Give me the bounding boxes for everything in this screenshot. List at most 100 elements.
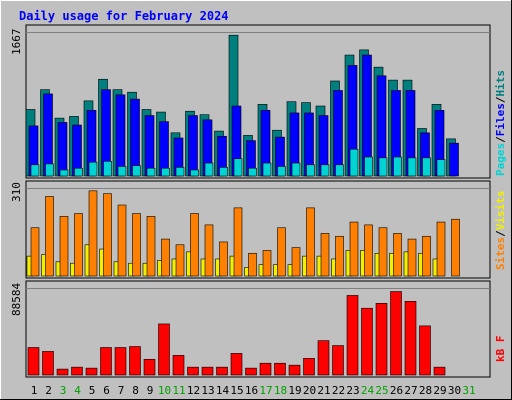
bar-sites-day-19 xyxy=(291,247,301,277)
svg-text:kB F: kB F xyxy=(494,336,507,363)
legend-pages: Pages xyxy=(494,143,507,176)
x-label-day-29: 29 xyxy=(433,384,446,397)
bar-pages-day-4 xyxy=(74,167,83,177)
bar-pages-day-24 xyxy=(364,156,373,177)
legend-visits: Visits xyxy=(494,191,507,231)
bar-pages-day-16 xyxy=(248,167,257,177)
x-label-day-25: 25 xyxy=(375,384,388,397)
x-label-day-19: 19 xyxy=(288,384,301,397)
y-max-label-top: 1667 xyxy=(10,29,23,56)
bar-kbytes-day-13 xyxy=(201,366,214,376)
legend-sites: Sites xyxy=(494,237,507,270)
bar-kbytes-day-26 xyxy=(390,291,402,376)
bar-kbytes-day-2 xyxy=(42,351,54,376)
x-label-day-26: 26 xyxy=(390,384,403,397)
x-label-day-13: 13 xyxy=(201,384,214,397)
bar-files-day-22 xyxy=(333,90,343,177)
bar-pages-day-7 xyxy=(117,166,127,177)
bar-pages-day-11 xyxy=(175,167,185,177)
bar-pages-day-23 xyxy=(349,148,359,177)
bar-sites-day-1 xyxy=(30,227,40,277)
x-label-day-4: 4 xyxy=(74,384,81,397)
x-label-day-8: 8 xyxy=(132,384,139,397)
bar-pages-day-15 xyxy=(233,158,243,177)
bar-files-day-9 xyxy=(144,115,155,177)
x-label-day-5: 5 xyxy=(89,384,96,397)
bar-files-day-3 xyxy=(57,122,68,177)
bar-kbytes-day-5 xyxy=(85,367,98,376)
bar-pages-day-25 xyxy=(378,157,388,177)
bar-sites-day-4 xyxy=(74,213,83,277)
svg-text:Sites/Visits: Sites/Visits xyxy=(494,191,507,271)
bar-sites-day-21 xyxy=(320,233,330,277)
bar-files-day-30 xyxy=(449,142,459,177)
bar-sites-day-16 xyxy=(248,252,257,277)
bar-sites-day-18 xyxy=(277,227,286,277)
y-max-label-mid: 310 xyxy=(10,182,23,202)
bar-sites-day-10 xyxy=(161,238,170,277)
x-label-day-11: 11 xyxy=(172,384,185,397)
bar-kbytes-day-19 xyxy=(288,364,301,376)
bar-pages-day-6 xyxy=(103,161,112,177)
x-label-day-31: 31 xyxy=(462,384,475,397)
x-label-day-15: 15 xyxy=(230,384,243,397)
bar-sites-day-24 xyxy=(364,224,373,277)
bar-pages-day-12 xyxy=(190,169,199,177)
bar-pages-day-18 xyxy=(277,166,286,177)
bar-sites-day-5 xyxy=(88,190,98,277)
bar-kbytes-day-24 xyxy=(361,307,373,376)
bar-sites-day-3 xyxy=(59,216,69,277)
x-label-day-27: 27 xyxy=(404,384,417,397)
bar-pages-day-1 xyxy=(30,164,40,177)
bar-sites-day-22 xyxy=(335,235,344,277)
bar-kbytes-day-15 xyxy=(230,353,243,376)
bar-files-day-8 xyxy=(130,98,140,177)
bar-kbytes-day-1 xyxy=(27,347,40,376)
legend-top: Pages/Files/Hits xyxy=(494,70,507,176)
bar-sites-day-8 xyxy=(132,213,141,277)
x-label-day-1: 1 xyxy=(31,384,38,397)
bar-sites-day-6 xyxy=(103,193,112,277)
bar-pages-day-8 xyxy=(132,165,141,177)
x-label-day-23: 23 xyxy=(346,384,359,397)
bar-sites-day-26 xyxy=(393,233,402,277)
bar-kbytes-day-22 xyxy=(332,345,344,376)
bar-pages-day-27 xyxy=(407,157,417,177)
bar-pages-day-3 xyxy=(59,169,69,177)
bar-pages-day-20 xyxy=(306,164,315,177)
x-label-day-9: 9 xyxy=(147,384,154,397)
bar-pages-day-13 xyxy=(204,162,214,177)
x-label-day-12: 12 xyxy=(187,384,200,397)
x-label-day-7: 7 xyxy=(118,384,125,397)
panel-frame-0 xyxy=(25,24,491,179)
x-label-day-10: 10 xyxy=(158,384,171,397)
bar-pages-day-2 xyxy=(45,163,54,177)
bar-pages-day-9 xyxy=(146,167,156,177)
bar-sites-day-17 xyxy=(262,250,272,277)
x-label-day-20: 20 xyxy=(303,384,316,397)
bar-sites-day-27 xyxy=(407,238,417,277)
bar-sites-day-11 xyxy=(175,244,185,277)
x-label-day-18: 18 xyxy=(274,384,287,397)
x-label-day-6: 6 xyxy=(103,384,110,397)
bar-kbytes-day-12 xyxy=(187,366,199,376)
bar-kbytes-day-6 xyxy=(100,347,112,376)
bar-sites-day-2 xyxy=(45,196,54,277)
bar-kbytes-day-28 xyxy=(419,325,431,376)
bar-kbytes-day-11 xyxy=(172,355,185,376)
bar-pages-day-5 xyxy=(88,161,98,177)
panel-frame-1 xyxy=(25,180,491,279)
x-label-day-21: 21 xyxy=(317,384,330,397)
legend-hits: Hits xyxy=(494,70,507,97)
bar-files-day-12 xyxy=(188,115,198,177)
bar-sites-day-9 xyxy=(146,216,156,277)
legend-bot: kB F xyxy=(494,336,507,363)
bar-pages-day-10 xyxy=(161,167,170,177)
bar-kbytes-day-27 xyxy=(404,301,417,376)
bar-sites-day-23 xyxy=(349,221,359,277)
bar-kbytes-day-21 xyxy=(317,340,330,376)
bar-sites-day-28 xyxy=(422,235,431,277)
y-max-label-bot: 88584 xyxy=(10,283,23,316)
